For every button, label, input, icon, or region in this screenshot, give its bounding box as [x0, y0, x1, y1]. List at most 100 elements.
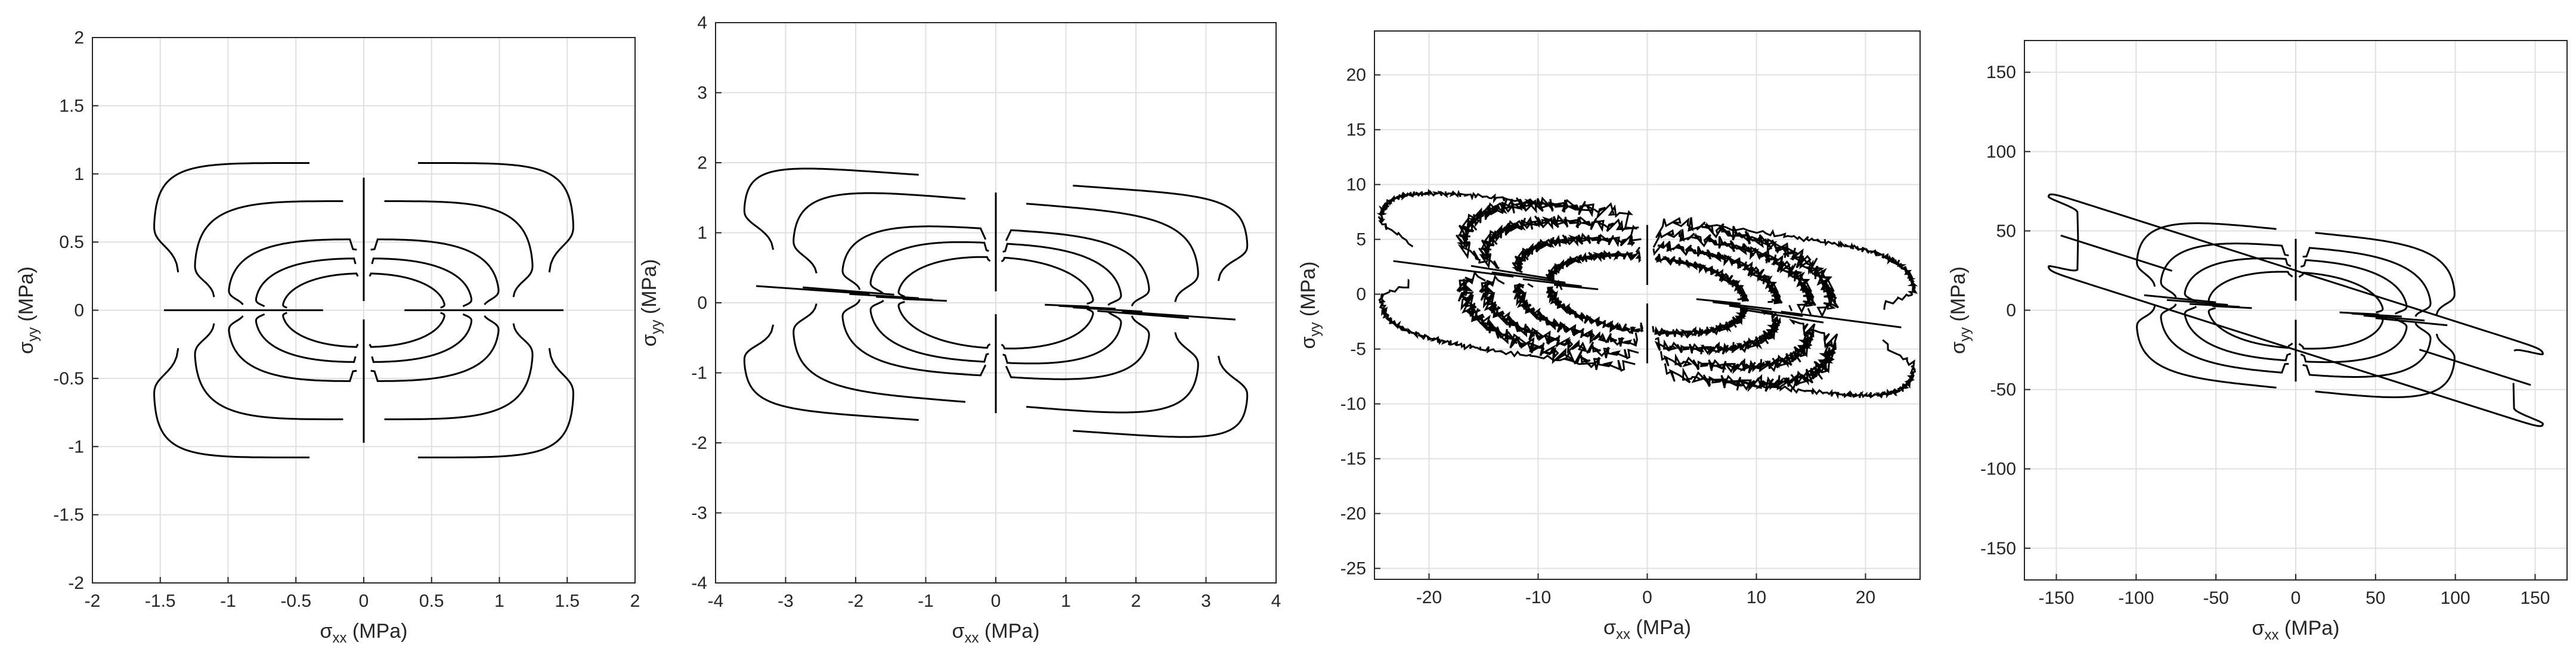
spike-left [876, 296, 933, 301]
x-tick-label: -1 [918, 591, 934, 611]
y-axis-label: σyy (MPa) [1947, 266, 1973, 354]
loop-curve-1 [282, 272, 445, 348]
loop-curve-2 [2184, 257, 2408, 364]
y-tick-label: 0 [2006, 301, 2016, 321]
loop-curve-4 [194, 200, 534, 420]
y-tick-label: -3 [691, 504, 707, 523]
x-axis: -150 -100 -50 0 50 100 150 [2039, 574, 2550, 608]
x-tick-label: -1 [220, 591, 236, 611]
spike-right [2363, 315, 2425, 322]
spike-left [1553, 284, 1599, 290]
x-tick-label: -100 [2118, 588, 2154, 608]
spike-left [1522, 278, 1582, 287]
y-axis: -150 -100 -50 0 50 100 150 [1980, 63, 2030, 558]
x-tick-label: 20 [1856, 588, 1875, 607]
spike-right [1739, 308, 1824, 324]
x-axis-label-subscript: xx [964, 630, 979, 646]
loop-curve-1 [897, 256, 1094, 350]
y-tick-label: -2 [691, 433, 707, 453]
axis-spikes [1393, 225, 1902, 364]
x-axis-label: σxx (MPa) [1603, 616, 1691, 643]
y-axis-label: σyy (MPa) [15, 266, 41, 354]
y-tick-label: -10 [1340, 395, 1366, 414]
x-tick-label: -3 [778, 591, 794, 611]
x-axis-label-symbol: σ [320, 620, 333, 643]
loop-curve-2 [255, 257, 473, 363]
x-tick-label: -0.5 [280, 591, 311, 611]
y-tick-label: 10 [1346, 175, 1366, 195]
y-tick-label: 15 [1346, 120, 1366, 140]
y-tick-label: 2 [74, 28, 84, 48]
spike-left [849, 293, 919, 299]
spike-left [2144, 294, 2216, 303]
y-axis: -4 -3 -2 -1 0 1 2 3 4 [691, 13, 722, 593]
series-loops [2047, 193, 2544, 427]
x-tick-label: 0.5 [419, 591, 444, 611]
chart-panel-4: -150 -100 -50 0 50 100 150 -150 -100 -50 0 50 100 150… [1947, 40, 2568, 643]
x-tick-label: 3 [1201, 591, 1211, 611]
x-tick-label: 1 [1061, 591, 1071, 611]
y-axis: -2 -1.5 -1 -0.5 0 0.5 1 1.5 2 [53, 28, 98, 593]
x-axis-label-unit: (MPa) [1630, 616, 1691, 639]
x-axis-label-symbol: σ [1603, 616, 1616, 639]
loop-curve-3 [1478, 214, 1816, 374]
y-tick-label: -150 [1980, 539, 2016, 558]
x-axis-label-unit: (MPa) [979, 620, 1039, 643]
y-tick-label: 20 [1346, 66, 1366, 85]
y-axis-label: σyy (MPa) [638, 259, 664, 347]
spike-left [2060, 234, 2173, 272]
x-axis-label: σxx (MPa) [2252, 617, 2340, 643]
y-tick-label: 0 [1356, 285, 1366, 305]
y-tick-label: -20 [1340, 504, 1366, 524]
y-axis-label-symbol: σ [638, 334, 661, 346]
y-tick-label: -1 [691, 364, 707, 383]
y-tick-label: 100 [1986, 142, 2016, 162]
x-axis-label-symbol: σ [952, 620, 965, 643]
spike-right [1073, 306, 1143, 313]
loop-curve-1 [2207, 271, 2384, 350]
x-tick-label: 0 [991, 591, 1001, 611]
y-axis-label-unit: (MPa) [15, 266, 38, 327]
x-tick-label: 4 [1271, 591, 1281, 611]
spike-right [1097, 310, 1189, 319]
y-tick-label: 1 [74, 165, 84, 184]
y-tick-label: -15 [1340, 449, 1366, 469]
y-axis-label-symbol: σ [15, 342, 38, 354]
spike-left [1470, 265, 1555, 281]
spike-right [1781, 311, 1902, 328]
x-tick-label: 150 [2520, 588, 2550, 608]
spike-left [803, 286, 894, 296]
y-tick-label: 50 [1996, 221, 2016, 241]
y-tick-label: 2 [697, 153, 707, 173]
y-tick-label: -100 [1980, 460, 2016, 479]
spike-left [2189, 303, 2240, 308]
y-axis-label-symbol: σ [1297, 336, 1320, 349]
x-axis-label: σxx (MPa) [952, 620, 1040, 646]
y-tick-label: -25 [1340, 559, 1366, 579]
x-axis-label-subscript: xx [1616, 626, 1630, 643]
loop-curve-3 [841, 225, 1150, 380]
x-tick-label: -1.5 [145, 591, 176, 611]
x-axis-label-symbol: σ [2252, 617, 2265, 640]
x-tick-label: 1.5 [555, 591, 580, 611]
loop-curve-3 [228, 238, 500, 382]
x-tick-label: -2 [85, 591, 101, 611]
spike-left [2166, 299, 2228, 306]
spike-right [2375, 317, 2448, 327]
spike-right [1058, 305, 1116, 310]
y-axis-label-subscript: yy [1307, 322, 1323, 337]
loop-curve-4 [2136, 222, 2456, 398]
y-tick-label: 3 [697, 83, 707, 103]
spike-left [1491, 271, 1566, 284]
y-tick-label: 0 [697, 293, 707, 313]
y-tick-label: -4 [691, 573, 707, 593]
x-tick-label: -4 [708, 591, 724, 611]
spike-left [756, 285, 870, 295]
y-axis-label-subscript: yy [1957, 327, 1973, 342]
x-tick-label: -10 [1525, 588, 1551, 607]
x-tick-label: 2 [1131, 591, 1141, 611]
x-tick-label: -50 [2203, 588, 2228, 608]
